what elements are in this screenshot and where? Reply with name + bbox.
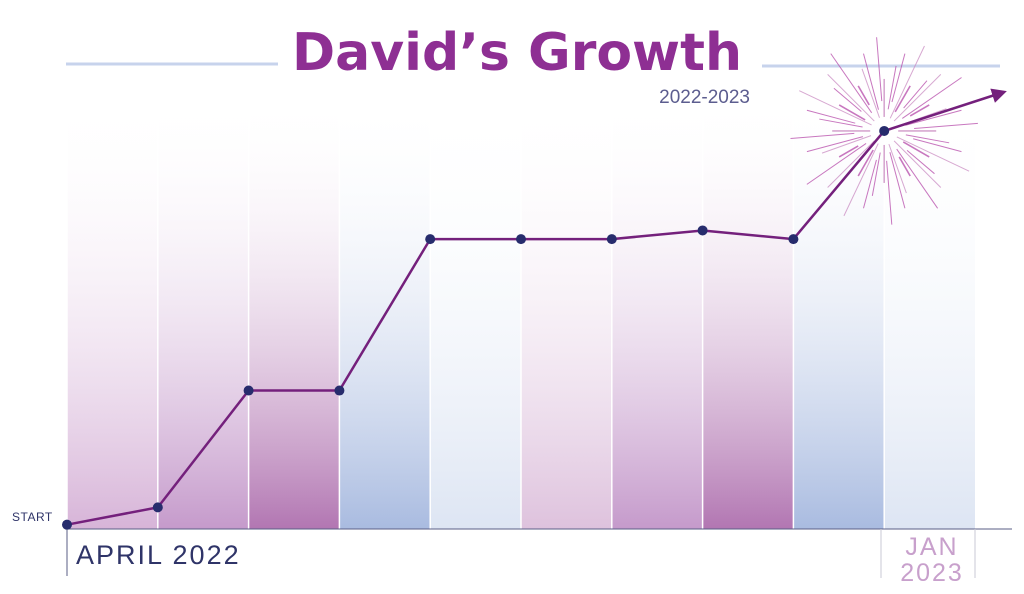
burst-ray [906, 149, 935, 175]
burst-ray [894, 85, 911, 113]
burst-ray [914, 122, 978, 130]
burst-ray [905, 134, 950, 144]
burst-ray [799, 90, 872, 126]
background-band [702, 96, 794, 529]
burst-ray [888, 143, 907, 194]
background-band [884, 96, 975, 529]
x-end-label: JAN 2023 [886, 534, 978, 586]
data-point [697, 225, 708, 236]
background-band [793, 96, 885, 529]
data-point [879, 125, 890, 136]
burst-ray [891, 53, 906, 103]
background-band [521, 96, 612, 529]
burst-ray [905, 109, 962, 126]
burst-ray [902, 77, 962, 119]
burst-ray [909, 104, 930, 117]
data-point [788, 234, 799, 245]
burst-ray [838, 104, 866, 121]
series-line [66, 130, 886, 526]
burst-ray [833, 87, 862, 112]
burst-ray [806, 143, 867, 185]
burst-ray [889, 152, 906, 209]
data-point [516, 234, 526, 245]
x-end-label-line2: 2023 [900, 559, 964, 587]
burst-ray [863, 159, 877, 209]
burst-ray [913, 138, 962, 153]
background-band [248, 96, 340, 529]
burst-ray [827, 140, 875, 188]
burst-ray [806, 109, 856, 124]
data-point [425, 234, 436, 245]
chart-title: David’s Growth [292, 23, 742, 83]
data-markers [62, 125, 890, 530]
burst-ray [896, 136, 970, 172]
burst-ray [887, 65, 897, 110]
burst-ray [830, 53, 873, 114]
data-point [152, 502, 163, 513]
burst-ray [886, 160, 893, 225]
burst-ray [903, 80, 928, 109]
data-point [243, 385, 254, 396]
burst-ray [898, 156, 911, 177]
series-line-group [66, 88, 1007, 526]
burst-ray [871, 152, 881, 196]
background-bands [66, 96, 975, 529]
chart-subtitle: 2022-2023 [659, 87, 750, 108]
y-start-label: START [12, 510, 53, 524]
background-band [430, 96, 521, 529]
burst-ray [876, 37, 883, 102]
burst-ray [819, 118, 863, 128]
burst-ray [893, 74, 942, 122]
burst-ray [861, 68, 880, 118]
burst-ray [863, 53, 879, 110]
burst-ray [857, 85, 870, 106]
data-point [62, 519, 72, 530]
background-band [157, 96, 249, 529]
burst-ray [821, 135, 872, 154]
burst-ray [843, 143, 879, 217]
growth-arrow [883, 88, 1007, 133]
burst-ray [838, 145, 859, 158]
background-band [611, 96, 703, 529]
burst-ray [893, 140, 942, 188]
burst-ray [902, 141, 930, 158]
burst-ray [790, 132, 855, 140]
background-band [67, 96, 158, 529]
data-point [606, 234, 617, 245]
x-start-label: APRIL 2022 [76, 540, 241, 570]
firework-burst [790, 37, 978, 225]
burst-ray [806, 136, 864, 153]
burst-ray [896, 148, 939, 209]
x-end-label-line1: JAN [905, 533, 959, 561]
title-rules [66, 62, 1000, 68]
data-point [334, 385, 345, 396]
burst-ray [889, 45, 925, 119]
burst-ray [857, 149, 874, 177]
axes [66, 528, 1012, 578]
burst-ray [827, 74, 875, 122]
